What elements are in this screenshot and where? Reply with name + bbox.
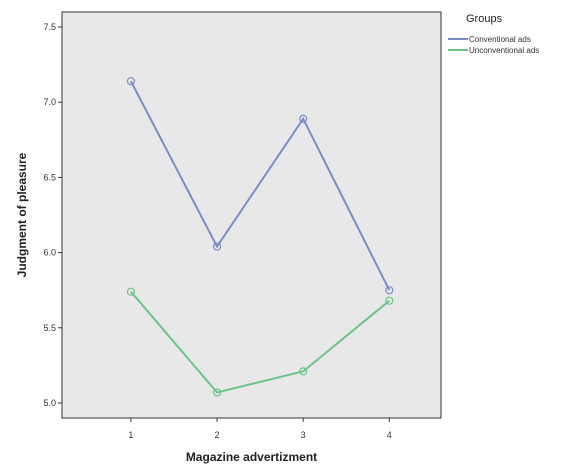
y-tick-label: 5.0 — [43, 398, 56, 408]
y-tick-label: 7.5 — [43, 22, 56, 32]
x-axis-label: Magazine advertizment — [186, 450, 317, 464]
y-tick-label: 7.0 — [43, 97, 56, 107]
series-line-2 — [130, 291, 390, 394]
y-axis-label: Judgment of pleasure — [15, 152, 29, 277]
legend-label: Conventional ads — [469, 35, 531, 44]
series-line-1 — [130, 80, 391, 291]
plot-area — [61, 11, 442, 419]
data-point — [126, 77, 136, 86]
x-tick-label: 1 — [128, 430, 133, 440]
series-layer — [126, 77, 394, 397]
y-tick-label: 6.0 — [43, 248, 56, 258]
data-point — [126, 287, 136, 296]
data-point — [299, 114, 308, 123]
data-point — [212, 388, 222, 397]
data-point — [385, 286, 394, 295]
legend-label: Unconventional ads — [469, 46, 539, 55]
y-tick-label: 6.5 — [43, 172, 56, 182]
legend: Groups Conventional ads Unconventional ad… — [448, 13, 539, 55]
axis-ticks: 5.0 5.5 6.0 6.5 7.0 7.5 1 2 3 4 — [43, 22, 391, 440]
data-point — [212, 242, 222, 251]
x-tick-label: 3 — [301, 430, 306, 440]
x-tick-label: 4 — [387, 430, 392, 440]
data-point — [385, 296, 394, 305]
x-tick-label: 2 — [215, 430, 220, 440]
legend-title: Groups — [466, 13, 503, 25]
data-point — [299, 367, 308, 376]
y-tick-label: 5.5 — [43, 323, 56, 333]
